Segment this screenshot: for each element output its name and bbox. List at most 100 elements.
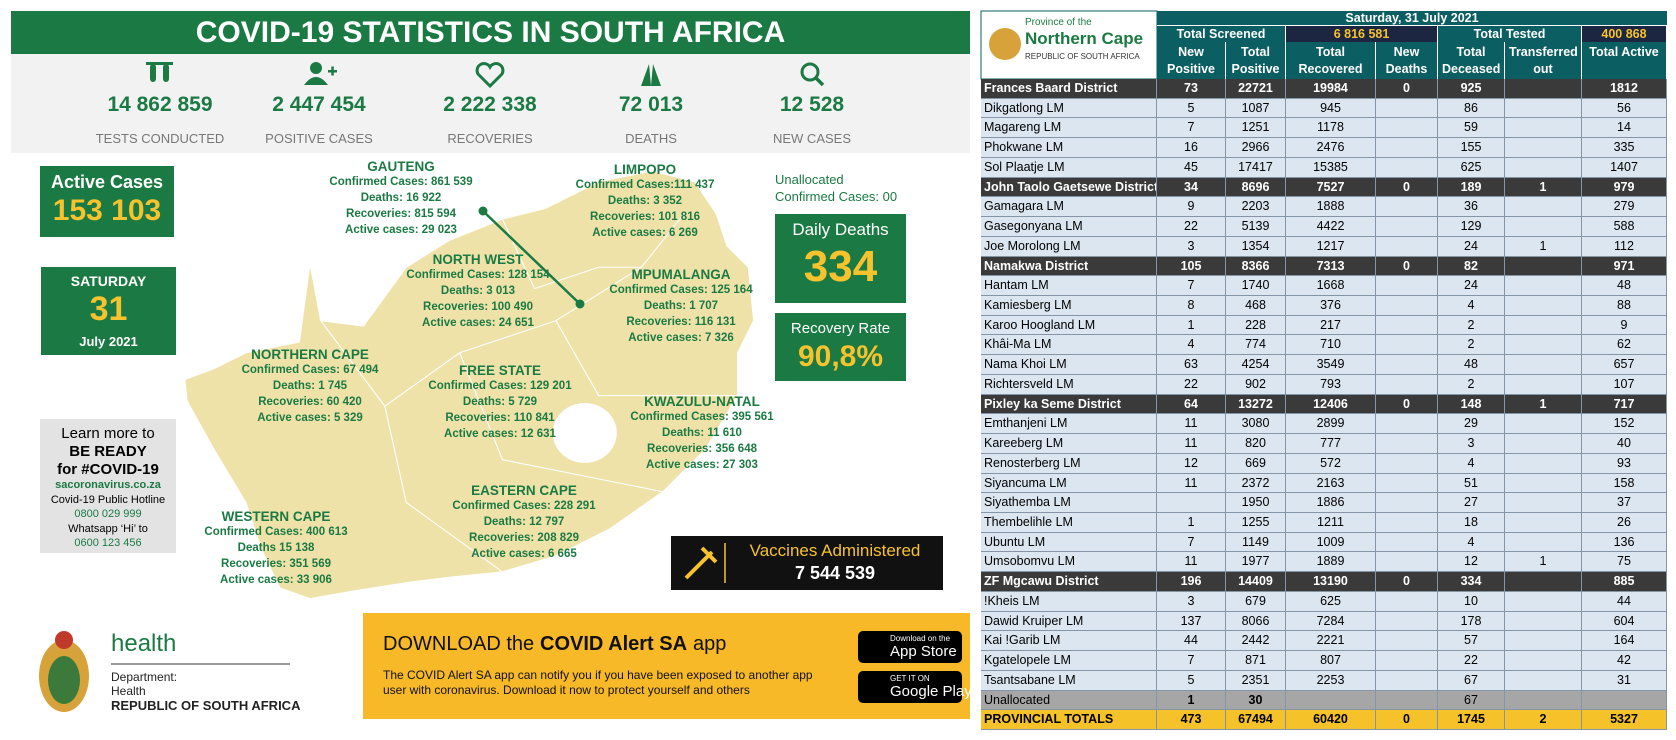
province-line: Recoveries: 815 594 [346, 208, 456, 220]
province-name: WESTERN CAPE [221, 509, 331, 524]
department-line: Department: [111, 670, 178, 684]
lm-cell: 1950 [1226, 493, 1286, 513]
banner-suffix: app [693, 633, 727, 655]
lm-cell: 3080 [1226, 414, 1286, 435]
crest [39, 631, 89, 712]
stat-value: 12 528 [779, 93, 845, 116]
summary-cell: Total Screened [1157, 26, 1286, 42]
lm-cell: 29 [1438, 414, 1505, 435]
lm-name: Umsobomvu LM [981, 552, 1157, 573]
lm-cell [1376, 473, 1438, 494]
province-line: Recoveries: 110 841 [445, 412, 555, 424]
banner-prefix: DOWNLOAD the [383, 633, 535, 655]
lm-cell: 679 [1226, 591, 1286, 612]
lm-cell: 1251 [1226, 118, 1286, 139]
lm-name: Kareeberg LM [981, 434, 1157, 454]
lm-cell [1505, 453, 1582, 474]
district-name: John Taolo Gaetsewe District [981, 177, 1157, 198]
lm-cell: 9 [1582, 315, 1667, 336]
lm-cell: 10 [1438, 591, 1505, 612]
lm-cell: 2899 [1286, 414, 1376, 435]
lm-name: Khâi-Ma LM [981, 335, 1157, 356]
lm-name: !Kheis LM [981, 591, 1157, 612]
deaths-label: Daily Deaths [792, 220, 889, 239]
stat-label: DEATHS [625, 131, 677, 146]
province-line: Confirmed Cases: 129 201 [428, 380, 572, 392]
lm-cell: 3 [1157, 236, 1226, 257]
gauteng-pointer [482, 210, 581, 305]
lm-cell: 820 [1226, 434, 1286, 454]
learn-line: 0800 029 999 [74, 508, 142, 520]
district-cell: 19984 [1286, 79, 1376, 99]
province-line: Recoveries: 351 569 [221, 558, 331, 570]
district-cell: 7527 [1286, 177, 1376, 198]
district-cell: 717 [1582, 394, 1667, 415]
lm-cell: 44 [1582, 591, 1667, 612]
lm-cell [1505, 296, 1582, 316]
lm-cell [1505, 315, 1582, 336]
lm-cell [1376, 98, 1438, 119]
lm-cell: 22 [1438, 651, 1505, 671]
unalloc-cell [1582, 690, 1667, 711]
lm-cell: 1 [1157, 513, 1226, 533]
unalloc-cell [1286, 690, 1376, 711]
lm-cell: 63 [1157, 355, 1226, 375]
lm-cell: 657 [1582, 355, 1667, 375]
unallocated-line: Unallocated [775, 172, 844, 187]
province-line: Confirmed Cases: 395 561 [630, 411, 774, 423]
department-line: Health [111, 684, 146, 698]
lm-cell: 604 [1582, 611, 1667, 632]
lm-cell: 11 [1157, 414, 1226, 435]
lm-cell [1376, 493, 1438, 513]
month-year: July 2021 [79, 334, 138, 349]
lm-cell [1376, 532, 1438, 553]
lm-cell: 1 [1157, 315, 1226, 336]
deaths-value: 334 [803, 242, 878, 291]
column-header: Total Recovered [1286, 42, 1376, 79]
total-name: PROVINCIAL TOTALS [981, 710, 1157, 730]
lm-cell: 588 [1582, 217, 1667, 237]
lm-cell [1505, 374, 1582, 395]
lm-cell: 2 [1438, 335, 1505, 356]
lm-cell [1505, 197, 1582, 218]
lm-cell: 48 [1438, 355, 1505, 375]
recovery-label: Recovery Rate [790, 320, 891, 337]
lm-cell: 2966 [1226, 138, 1286, 158]
total-cell: 5327 [1582, 710, 1667, 730]
lm-cell [1376, 138, 1438, 158]
lm-cell: 1889 [1286, 552, 1376, 573]
lm-cell: 137 [1157, 611, 1226, 632]
stat-icons [146, 62, 825, 89]
total-cell: 67494 [1226, 710, 1286, 730]
district-cell: 0 [1376, 177, 1438, 198]
lm-cell: 155 [1438, 138, 1505, 158]
province-line: Confirmed Cases:111 437 [575, 179, 715, 191]
province-name: NORTH WEST [432, 252, 524, 267]
province-name: KWAZULU-NATAL [644, 394, 760, 409]
lm-name: Phokwane LM [981, 138, 1157, 158]
vaccine-label: Vaccines Administered [749, 541, 921, 560]
lm-cell: 217 [1286, 315, 1376, 336]
learn-line: BE READY [69, 443, 147, 460]
lm-name: Kamiesberg LM [981, 296, 1157, 316]
summary-cell: 400 868 [1582, 26, 1667, 42]
lm-cell: 9 [1157, 197, 1226, 218]
lm-cell [1376, 118, 1438, 139]
lm-cell: 86 [1438, 98, 1505, 119]
stats-band [11, 54, 970, 153]
district-cell: 22721 [1226, 79, 1286, 99]
unalloc-cell: 30 [1226, 690, 1286, 711]
lm-cell: 625 [1286, 591, 1376, 612]
lm-cell: 93 [1582, 453, 1667, 474]
lm-cell: 8 [1157, 296, 1226, 316]
lm-cell: 3549 [1286, 355, 1376, 375]
lm-cell: 5 [1157, 670, 1226, 691]
table-date: Saturday, 31 July 2021 [1157, 11, 1667, 26]
district-cell: 7313 [1286, 256, 1376, 277]
total-cell: 1745 [1438, 710, 1505, 730]
lm-cell: 51 [1438, 473, 1505, 494]
district-cell: 0 [1376, 394, 1438, 415]
district-cell: 885 [1582, 572, 1667, 592]
lm-cell [1376, 631, 1438, 652]
